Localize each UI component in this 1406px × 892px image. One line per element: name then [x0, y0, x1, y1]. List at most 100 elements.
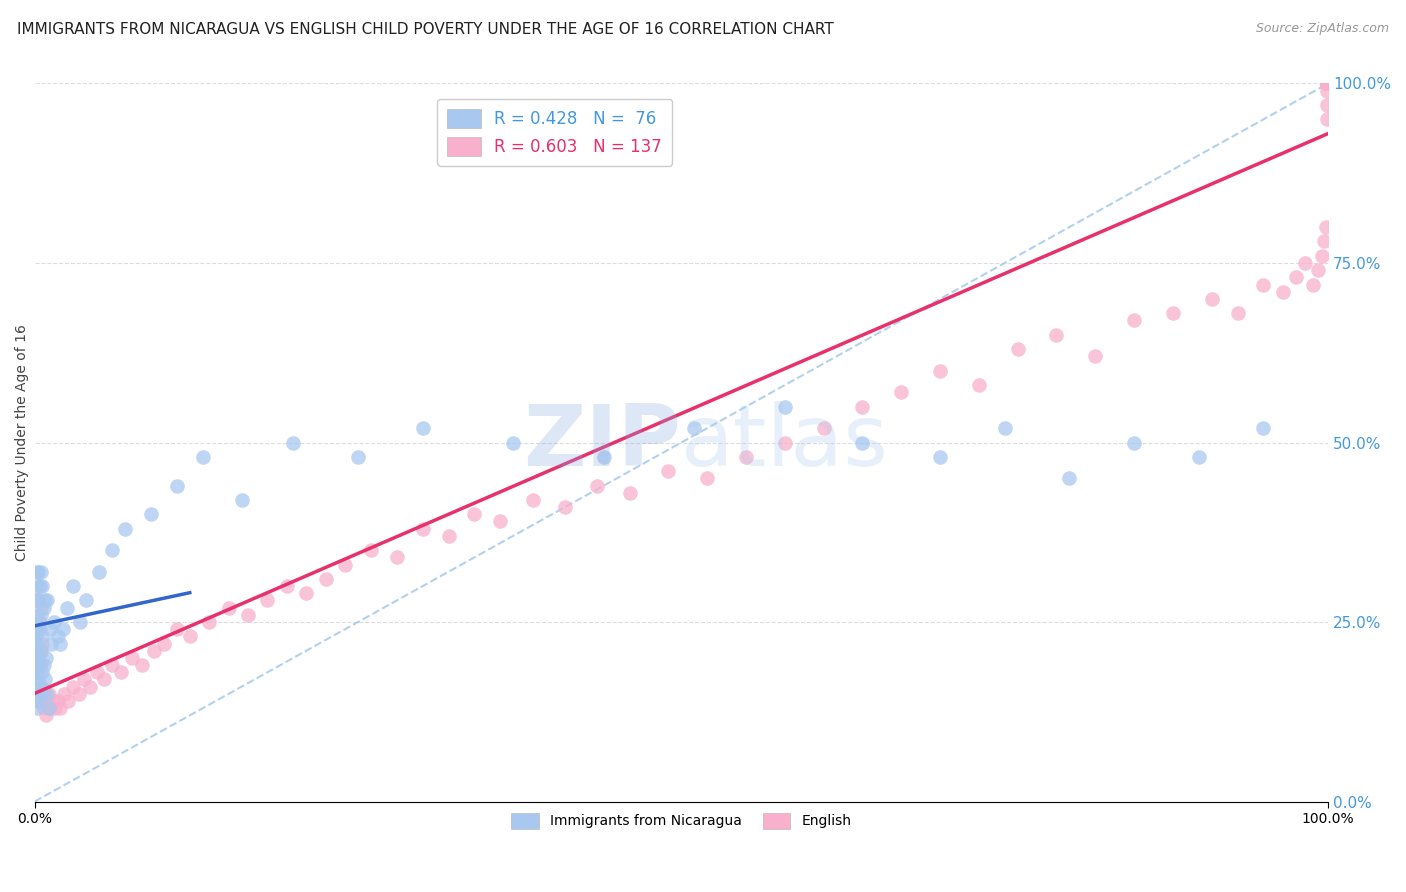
Point: [30, 644, 52, 658]
Point: [24, 687, 46, 701]
Point: [28, 687, 51, 701]
Point: [24, 629, 46, 643]
Point: [24, 651, 46, 665]
Point: [1161, 306, 1184, 320]
Point: [1316, 77, 1339, 91]
Point: [554, 500, 576, 515]
Point: [1316, 77, 1339, 91]
Point: [1316, 77, 1339, 91]
Point: [34, 673, 56, 687]
Point: [139, 508, 162, 522]
Point: [191, 450, 214, 464]
Point: [1316, 77, 1339, 91]
Point: [276, 579, 298, 593]
Point: [1316, 77, 1339, 91]
Point: [1316, 77, 1339, 91]
Point: [1316, 77, 1339, 91]
Point: [1123, 313, 1146, 327]
Point: [1123, 435, 1146, 450]
Point: [24, 637, 46, 651]
Point: [86, 665, 108, 680]
Point: [1316, 77, 1339, 91]
Point: [522, 492, 544, 507]
Point: [463, 508, 485, 522]
Point: [1306, 263, 1329, 277]
Point: [179, 629, 201, 643]
Point: [1316, 77, 1339, 91]
Point: [929, 364, 952, 378]
Point: [218, 600, 240, 615]
Point: [27, 680, 49, 694]
Point: [25, 687, 48, 701]
Point: [25, 579, 48, 593]
Point: [851, 400, 873, 414]
Point: [347, 450, 370, 464]
Point: [110, 665, 132, 680]
Point: [773, 435, 796, 450]
Point: [1316, 77, 1339, 91]
Point: [1316, 77, 1339, 91]
Point: [35, 651, 58, 665]
Point: [1316, 77, 1339, 91]
Point: [24, 658, 46, 673]
Point: [773, 400, 796, 414]
Text: ZIP: ZIP: [523, 401, 682, 484]
Point: [25, 607, 48, 622]
Point: [967, 378, 990, 392]
Point: [25, 593, 48, 607]
Point: [333, 558, 356, 572]
Point: [62, 680, 84, 694]
Point: [1316, 77, 1339, 91]
Point: [1316, 77, 1339, 91]
Point: [412, 522, 434, 536]
Text: Source: ZipAtlas.com: Source: ZipAtlas.com: [1256, 22, 1389, 36]
Point: [360, 543, 382, 558]
Point: [696, 471, 718, 485]
Point: [1316, 77, 1339, 91]
Point: [89, 565, 111, 579]
Point: [93, 673, 115, 687]
Point: [1316, 98, 1339, 112]
Point: [502, 435, 524, 450]
Point: [24, 637, 46, 651]
Point: [101, 658, 124, 673]
Point: [27, 651, 49, 665]
Point: [283, 435, 305, 450]
Point: [25, 680, 48, 694]
Point: [1285, 270, 1308, 285]
Point: [24, 622, 46, 636]
Point: [592, 450, 614, 464]
Point: [114, 522, 136, 536]
Point: [67, 687, 90, 701]
Point: [619, 485, 641, 500]
Point: [25, 622, 48, 636]
Point: [1316, 77, 1339, 91]
Point: [31, 629, 53, 643]
Point: [28, 615, 51, 629]
Point: [1316, 77, 1339, 91]
Point: [437, 529, 460, 543]
Point: [24, 665, 46, 680]
Point: [49, 637, 72, 651]
Point: [813, 421, 835, 435]
Point: [75, 593, 97, 607]
Point: [1316, 112, 1339, 127]
Point: [25, 665, 48, 680]
Point: [30, 607, 52, 622]
Point: [295, 586, 318, 600]
Point: [1316, 77, 1339, 91]
Point: [1059, 471, 1081, 485]
Point: [1316, 77, 1339, 91]
Point: [101, 543, 124, 558]
Point: [166, 478, 188, 492]
Point: [56, 694, 79, 708]
Point: [1007, 342, 1029, 356]
Point: [683, 421, 706, 435]
Point: [79, 680, 101, 694]
Point: [32, 658, 55, 673]
Point: [1313, 235, 1336, 249]
Point: [27, 565, 49, 579]
Point: [1316, 77, 1339, 91]
Point: [34, 593, 56, 607]
Point: [1045, 327, 1067, 342]
